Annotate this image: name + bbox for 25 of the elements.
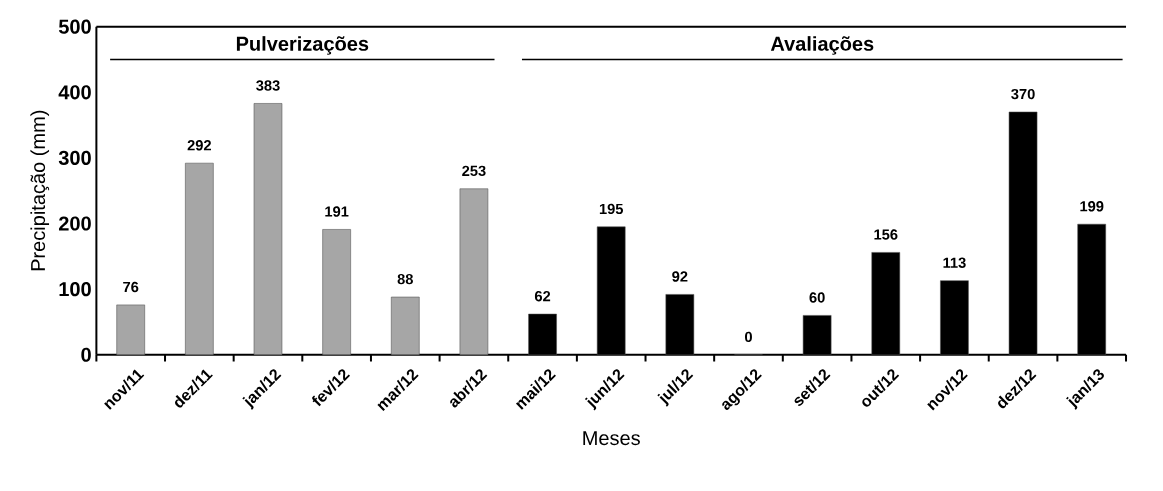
data-label: 191 [325, 206, 349, 217]
data-label: 292 [187, 140, 211, 151]
data-label: 88 [397, 274, 413, 285]
y-axis-title: Precipitação (mm) [30, 110, 50, 271]
y-tick-label: 200 [58, 216, 91, 231]
data-label: 370 [1011, 88, 1035, 100]
y-tick-label: 300 [58, 150, 91, 166]
data-label: 253 [462, 165, 486, 177]
data-label: 76 [123, 281, 139, 293]
y-tick-label: 100 [59, 282, 91, 297]
x-axis-title: Meses [583, 431, 640, 446]
data-label: 383 [256, 80, 280, 91]
data-label: 60 [809, 292, 825, 303]
data-label: 156 [874, 229, 898, 240]
data-label: 199 [1080, 201, 1104, 212]
annotation: Avaliações [770, 36, 874, 55]
y-tick-label: 500 [58, 19, 91, 34]
data-label: 92 [672, 271, 688, 282]
data-label: 113 [943, 257, 966, 269]
y-tick-label: 400 [58, 85, 91, 100]
data-label: 0 [745, 331, 752, 343]
y-tick-label: 0 [81, 347, 91, 362]
data-label: 62 [534, 291, 551, 302]
annotation: Pulverizações [236, 36, 369, 55]
data-label: 195 [599, 203, 624, 215]
